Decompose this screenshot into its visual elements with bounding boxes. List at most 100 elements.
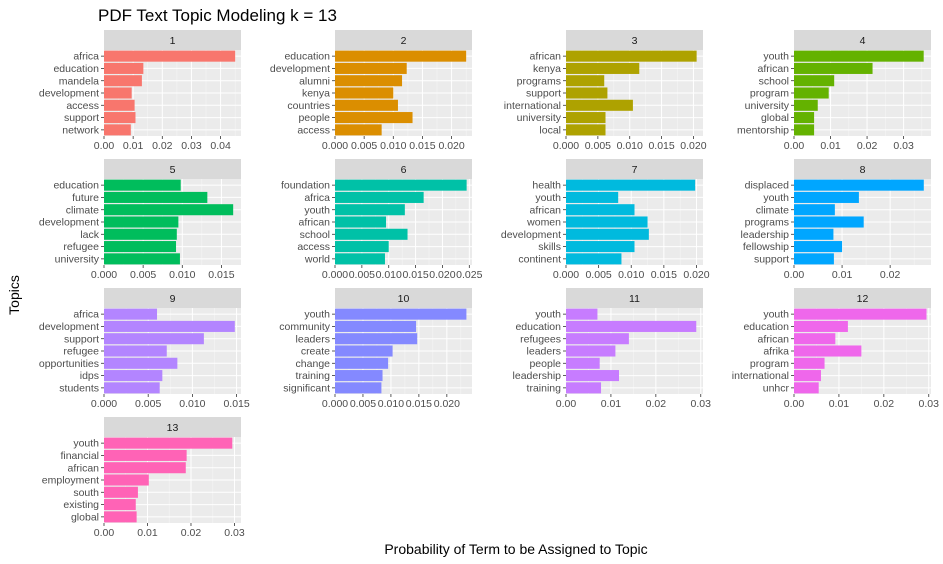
bar-refugees: [566, 333, 629, 345]
facet-strip-label: 7: [632, 164, 638, 176]
x-tick-label: 0.010: [376, 269, 402, 281]
x-tick-label: 0.01: [601, 398, 622, 410]
term-label: youth: [763, 51, 789, 63]
term-label: local: [539, 124, 561, 136]
term-label: continent: [518, 253, 561, 265]
bar-existing: [104, 499, 136, 511]
bar-training: [566, 382, 602, 394]
term-label: people: [529, 358, 561, 370]
facet-strip: [566, 288, 703, 308]
bar-people: [335, 112, 413, 124]
term-label: unhcr: [763, 382, 790, 394]
bar-people: [566, 357, 600, 369]
x-tick-label: 0.015: [409, 140, 435, 152]
term-label: support: [64, 333, 99, 345]
term-label: existing: [63, 499, 99, 511]
facet-strip-label: 2: [401, 35, 407, 47]
x-tick-label: 0.03: [181, 140, 202, 152]
term-label: africa: [73, 51, 99, 63]
bar-african: [566, 50, 697, 62]
term-label: fellowship: [743, 241, 789, 253]
bar-leaders: [566, 345, 616, 357]
term-label: university: [745, 100, 790, 112]
facet-panel-2: 2 0.000 0.005 0.010 0.015 0.020 educationdevel…: [270, 30, 472, 152]
bar-training: [335, 370, 383, 382]
term-label: create: [301, 346, 330, 358]
term-label: kenya: [533, 63, 561, 75]
bar-leadership: [566, 370, 620, 382]
term-label: refugee: [63, 346, 99, 358]
facet-panel-11: 11 0.00 0.01 0.02 0.03 youtheducationrefugees…: [513, 288, 712, 410]
term-label: african: [67, 462, 99, 474]
term-label: development: [39, 321, 99, 333]
x-tick-label: 0.010: [380, 140, 406, 152]
bar-afrika: [794, 345, 862, 357]
x-tick-label: 0.03: [224, 527, 245, 539]
facet-panel-7: 7 0.000 0.005 0.010 0.015 0.020 healthyouthafr…: [501, 159, 710, 281]
term-label: significant: [283, 382, 330, 394]
facet-panel-6: 6 0.000 0.005 0.010 0.015 0.020 0.025 foundatio…: [281, 159, 483, 281]
bar-idps: [104, 370, 163, 382]
x-tick-label: 0.000: [91, 398, 117, 410]
term-label: development: [501, 229, 561, 241]
x-tick-label: 0.04: [210, 140, 231, 152]
x-tick-label: 0.03: [691, 398, 712, 410]
bar-access: [104, 99, 135, 111]
bar-development: [104, 320, 235, 332]
x-tick-label: 0.005: [585, 140, 611, 152]
bar-world: [335, 253, 385, 265]
term-label: mandela: [59, 75, 99, 87]
bar-youth: [566, 191, 619, 203]
term-label: access: [66, 100, 99, 112]
x-tick-label: 0.02: [181, 527, 202, 539]
term-label: programs: [517, 75, 561, 87]
bar-change: [335, 357, 389, 369]
bar-fellowship: [794, 241, 843, 253]
bar-support: [104, 333, 204, 345]
bar-local: [566, 124, 606, 136]
x-tick-label: 0.02: [646, 398, 667, 410]
facet-panel-5: 5 0.000 0.005 0.010 0.015 educationfutureclim…: [39, 159, 241, 281]
bar-foundation: [335, 179, 467, 191]
bar-kenya: [566, 62, 640, 74]
bar-african: [104, 462, 186, 474]
term-label: displaced: [745, 180, 790, 192]
bar-university: [566, 112, 606, 124]
bar-development: [104, 87, 132, 99]
x-tick-label: 0.03: [893, 140, 914, 152]
x-tick-label: 0.015: [402, 269, 428, 281]
bar-south: [104, 486, 138, 498]
bar-global: [794, 112, 815, 124]
bar-university: [794, 99, 818, 111]
term-label: african: [757, 333, 789, 345]
x-tick-label: 0.005: [349, 269, 375, 281]
term-label: youth: [535, 309, 561, 321]
bar-global: [104, 511, 137, 523]
facet-strip-label: 1: [170, 35, 176, 47]
bar-development: [104, 216, 179, 228]
x-tick-label: 0.025: [456, 269, 482, 281]
facet-strip-label: 9: [170, 293, 176, 305]
bar-support: [566, 87, 608, 99]
bar-programs: [566, 75, 605, 87]
x-tick-label: 0.000: [322, 269, 348, 281]
x-tick-label: 0.010: [617, 140, 643, 152]
bar-programs: [794, 216, 864, 228]
term-label: south: [73, 487, 99, 499]
term-label: afrika: [763, 346, 789, 358]
facet-strip: [104, 30, 241, 50]
bar-support: [794, 253, 834, 265]
bar-network: [104, 124, 131, 136]
term-label: support: [526, 88, 561, 100]
bar-youth: [566, 308, 598, 320]
bar-kenya: [335, 87, 394, 99]
bar-financial: [104, 449, 187, 461]
term-label: lack: [80, 229, 99, 241]
bar-education: [104, 62, 144, 74]
term-label: idps: [80, 370, 99, 382]
facet-strip: [104, 288, 241, 308]
bar-employment: [104, 474, 149, 486]
term-label: youth: [304, 309, 330, 321]
bar-significant: [335, 382, 382, 394]
term-label: university: [55, 253, 100, 265]
